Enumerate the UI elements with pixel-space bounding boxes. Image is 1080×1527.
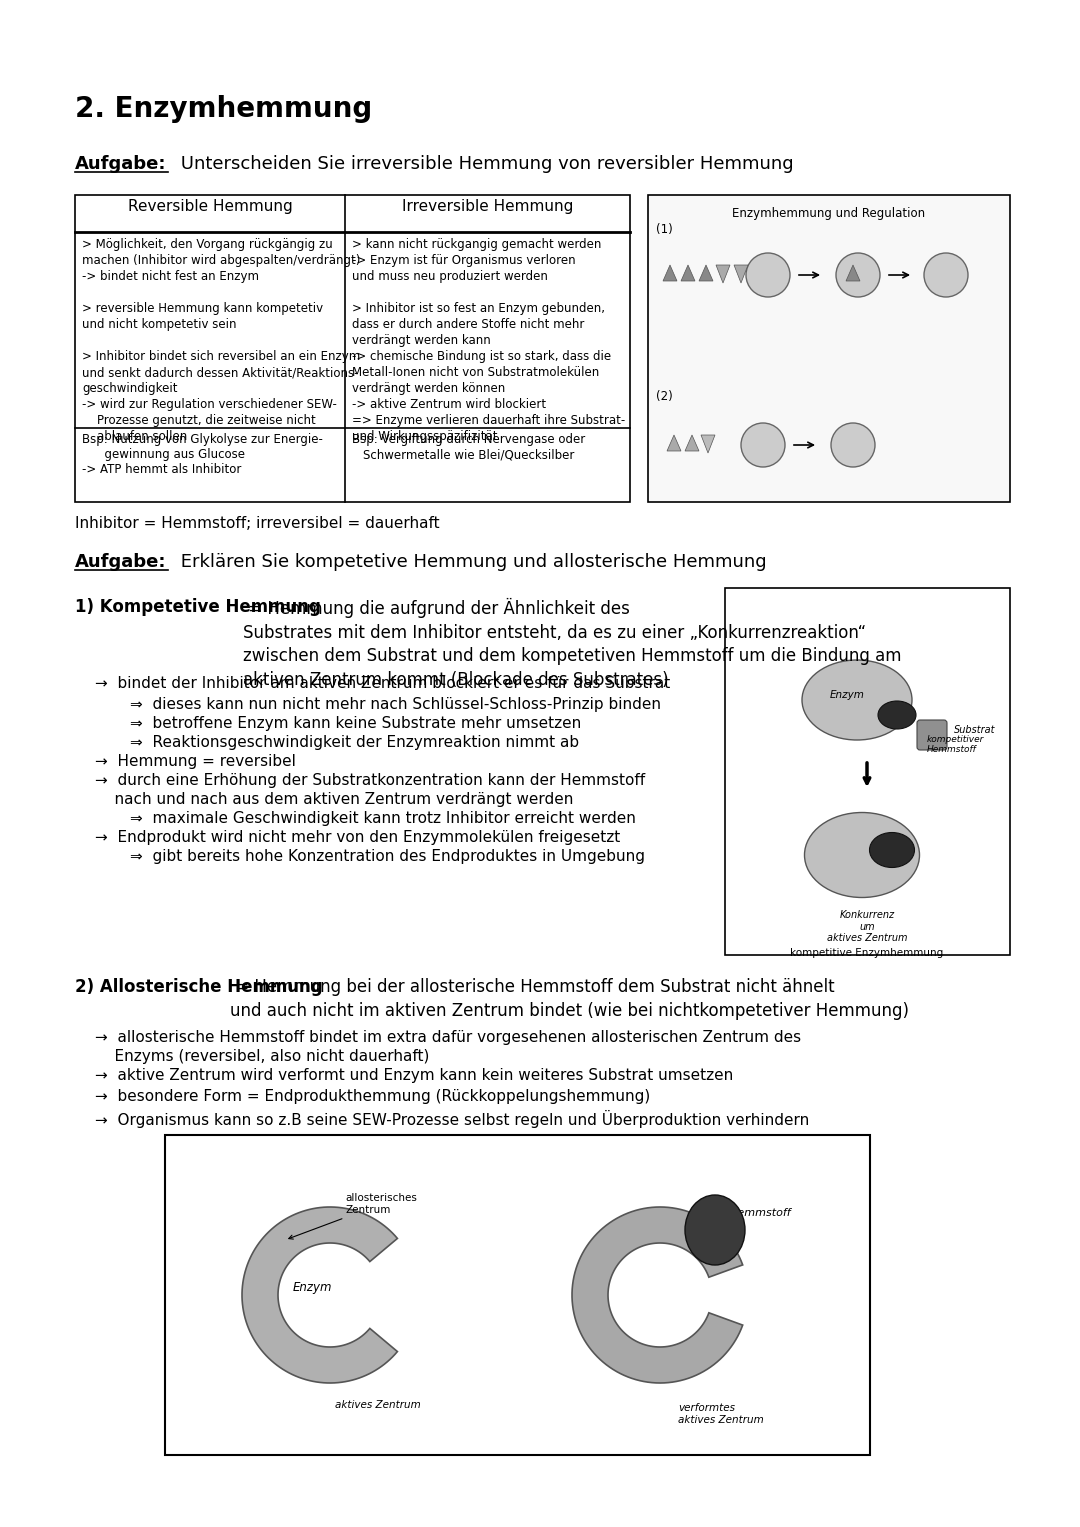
Text: Substrat: Substrat	[954, 725, 996, 734]
Text: Konkurrenz
um
aktives Zentrum: Konkurrenz um aktives Zentrum	[827, 910, 907, 944]
Ellipse shape	[685, 1196, 745, 1264]
Text: →  besondere Form = Endprodukthemmung (Rückkoppelungshemmung): → besondere Form = Endprodukthemmung (Rü…	[95, 1089, 650, 1104]
Text: > Möglichkeit, den Vorgang rückgängig zu
machen (Inhibitor wird abgespalten/verd: > Möglichkeit, den Vorgang rückgängig zu…	[82, 238, 361, 443]
Text: = Hemmung die aufgrund der Ähnlichkeit des
Substrates mit dem Inhibitor entsteht: = Hemmung die aufgrund der Ähnlichkeit d…	[243, 599, 902, 689]
Text: Erklären Sie kompetetive Hemmung und allosterische Hemmung: Erklären Sie kompetetive Hemmung und all…	[175, 553, 767, 571]
Bar	[725, 588, 1010, 954]
Text: Enzymhemmung und Regulation: Enzymhemmung und Regulation	[732, 208, 926, 220]
Polygon shape	[242, 1206, 397, 1383]
Polygon shape	[667, 435, 681, 450]
Text: ⇒  gibt bereits hohe Konzentration des Endproduktes in Umgebung: ⇒ gibt bereits hohe Konzentration des En…	[130, 849, 645, 864]
Circle shape	[831, 423, 875, 467]
Polygon shape	[685, 435, 699, 450]
Text: Inhibitor = Hemmstoff; irreversibel = dauerhaft: Inhibitor = Hemmstoff; irreversibel = da…	[75, 516, 440, 531]
Text: 1) Kompetetive Hemmung: 1) Kompetetive Hemmung	[75, 599, 321, 615]
Text: aktives Zentrum: aktives Zentrum	[335, 1400, 421, 1409]
Text: →  durch eine Erhöhung der Substratkonzentration kann der Hemmstoff
    nach und: → durch eine Erhöhung der Substratkonzen…	[95, 773, 645, 808]
Ellipse shape	[878, 701, 916, 728]
Polygon shape	[716, 266, 730, 282]
Ellipse shape	[805, 812, 919, 898]
Bar	[75, 195, 630, 502]
Text: > kann nicht rückgangig gemacht werden
-> Enzym ist für Organismus verloren
und : > kann nicht rückgangig gemacht werden -…	[352, 238, 625, 443]
Text: Bsp: Vergiftung durch Nervengase oder
Schwermetalle wie Blei/Quecksilber: Bsp: Vergiftung durch Nervengase oder Sc…	[352, 434, 585, 461]
Text: →  Hemmung = reversibel: → Hemmung = reversibel	[95, 754, 296, 770]
Text: ⇒  maximale Geschwindigkeit kann trotz Inhibitor erreicht werden: ⇒ maximale Geschwindigkeit kann trotz In…	[130, 811, 636, 826]
Text: ⇒  dieses kann nun nicht mehr nach Schlüssel-Schloss-Prinzip binden: ⇒ dieses kann nun nicht mehr nach Schlüs…	[130, 696, 661, 712]
Text: kompetitive Enzymhemmung: kompetitive Enzymhemmung	[791, 948, 944, 957]
Bar	[648, 195, 1010, 502]
Polygon shape	[701, 435, 715, 454]
Text: kompetitiver
Hemmstoff: kompetitiver Hemmstoff	[927, 734, 984, 754]
Ellipse shape	[802, 660, 912, 741]
Text: (2): (2)	[656, 389, 673, 403]
Text: allosterisches
Zentrum: allosterisches Zentrum	[288, 1194, 417, 1238]
Polygon shape	[681, 266, 696, 281]
Text: Unterscheiden Sie irreversible Hemmung von reversibler Hemmung: Unterscheiden Sie irreversible Hemmung v…	[175, 156, 794, 173]
Text: →  bindet der Inhibitor am aktiven Zentrum blockiert er es für das Substrat: → bindet der Inhibitor am aktiven Zentru…	[95, 676, 671, 692]
Text: Hemmstoff: Hemmstoff	[730, 1208, 792, 1219]
Polygon shape	[734, 266, 748, 282]
Polygon shape	[699, 266, 713, 281]
Text: Bsp: Nutzung von Glykolyse zur Energie-
      gewinnung aus Glucose
-> ATP hemmt: Bsp: Nutzung von Glykolyse zur Energie- …	[82, 434, 323, 476]
Text: →  Endprodukt wird nicht mehr von den Enzymmolekülen freigesetzt: → Endprodukt wird nicht mehr von den Enz…	[95, 831, 620, 844]
Text: 2. Enzymhemmung: 2. Enzymhemmung	[75, 95, 373, 124]
Bar	[165, 1135, 870, 1455]
Text: Aufgabe:: Aufgabe:	[75, 156, 166, 173]
Text: →  Organismus kann so z.B seine SEW-Prozesse selbst regeln und Überproduktion ve: → Organismus kann so z.B seine SEW-Proze…	[95, 1110, 809, 1128]
Circle shape	[741, 423, 785, 467]
Text: verformtes
aktives Zentrum: verformtes aktives Zentrum	[678, 1403, 764, 1425]
Text: 2) Allosterische Hemmung: 2) Allosterische Hemmung	[75, 977, 323, 996]
Text: (1): (1)	[656, 223, 673, 237]
Ellipse shape	[869, 832, 915, 867]
Text: ⇒  Reaktionsgeschwindigkeit der Enzymreaktion nimmt ab: ⇒ Reaktionsgeschwindigkeit der Enzymreak…	[130, 734, 579, 750]
Text: Irreversible Hemmung: Irreversible Hemmung	[402, 199, 573, 214]
Polygon shape	[846, 266, 860, 281]
Polygon shape	[572, 1206, 743, 1383]
Circle shape	[836, 253, 880, 296]
Text: ⇒  betroffene Enzym kann keine Substrate mehr umsetzen: ⇒ betroffene Enzym kann keine Substrate …	[130, 716, 581, 731]
Text: →  aktive Zentrum wird verformt und Enzym kann kein weiteres Substrat umsetzen: → aktive Zentrum wird verformt und Enzym…	[95, 1067, 733, 1083]
Text: = Hemmung bei der allosterische Hemmstoff dem Substrat nicht ähnelt
und auch nic: = Hemmung bei der allosterische Hemmstof…	[230, 977, 909, 1020]
FancyBboxPatch shape	[917, 721, 947, 750]
Circle shape	[746, 253, 789, 296]
Text: Enzym: Enzym	[829, 690, 864, 699]
Text: →  allosterische Hemmstoff bindet im extra dafür vorgesehenen allosterischen Zen: → allosterische Hemmstoff bindet im extr…	[95, 1031, 801, 1064]
Text: Aufgabe:: Aufgabe:	[75, 553, 166, 571]
Polygon shape	[663, 266, 677, 281]
Circle shape	[924, 253, 968, 296]
Text: Reversible Hemmung: Reversible Hemmung	[127, 199, 293, 214]
Text: Enzym: Enzym	[293, 1281, 332, 1293]
